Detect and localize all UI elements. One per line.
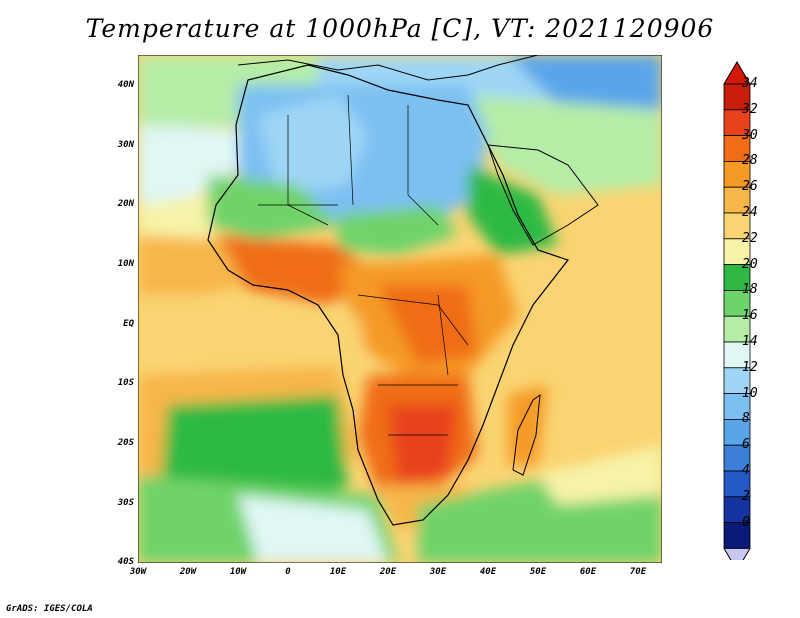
lat-tick-label: EQ	[123, 319, 134, 329]
colorbar	[723, 61, 751, 560]
lon-tick-label: 70E	[629, 567, 647, 577]
colorbar-bottom-arrow	[723, 547, 751, 560]
colorbar-segment	[723, 212, 751, 240]
colorbar-label: 32	[742, 101, 758, 117]
colorbar-segment	[723, 315, 751, 343]
colorbar-label: 8	[742, 411, 750, 427]
colorbar-segment	[723, 161, 751, 188]
colorbar-label: 14	[742, 334, 758, 349]
arabia-coastline	[487, 144, 599, 246]
lat-tick-label: 40S	[117, 557, 134, 567]
lon-tick-label: 50E	[529, 567, 547, 577]
temperature-field	[138, 55, 662, 563]
lat-tick-label: 30N	[117, 140, 134, 150]
lon-tick-label: 60E	[579, 567, 597, 577]
lat-tick-label: 20S	[117, 438, 134, 448]
lat-tick-label: 40N	[117, 80, 134, 90]
lon-tick-label: 10E	[329, 567, 347, 577]
map-title: Temperature at 1000hPa [C], VT: 20211209…	[85, 14, 715, 43]
colorbar-label: 16	[742, 308, 758, 324]
colorbar-label: 10	[742, 385, 758, 401]
colorbar-segment	[723, 109, 751, 136]
lat-tick-label: 10N	[117, 259, 134, 269]
colorbar-label: 24	[742, 205, 758, 220]
colorbar-label: 20	[742, 256, 758, 272]
colorbar-label: 4	[742, 463, 750, 478]
africa-coastline	[207, 64, 569, 526]
lon-tick-label: 10W	[229, 567, 247, 577]
lon-tick-label: 30E	[429, 567, 447, 577]
lat-tick-label: 20N	[117, 199, 134, 209]
colorbar-label: 0	[742, 514, 750, 530]
colorbar-label: 34	[742, 76, 758, 91]
madagascar-coastline	[512, 393, 541, 476]
colorbar-segment	[723, 289, 751, 317]
colorbar-segment	[723, 496, 751, 523]
colorbar-label: 28	[742, 153, 758, 169]
lon-tick-label: 20E	[379, 567, 397, 577]
europe-coastline	[237, 55, 539, 81]
country-borders	[258, 94, 469, 436]
colorbar-label: 26	[742, 179, 758, 195]
map-canvas	[137, 54, 663, 564]
lon-tick-label: 40E	[479, 567, 497, 577]
lon-tick-label: 0	[285, 567, 291, 577]
colorbar-label: 6	[742, 437, 750, 453]
colorbar-segment	[723, 444, 751, 472]
lon-tick-label: 30W	[129, 567, 147, 577]
colorbar-label: 2	[742, 488, 750, 504]
colorbar-label: 30	[742, 127, 758, 143]
colorbar-segment	[723, 470, 751, 498]
colorbar-label: 12	[742, 359, 758, 375]
credit-text: GrADS: IGES/COLA	[6, 604, 93, 614]
lat-tick-label: 30S	[117, 498, 134, 508]
lat-tick-label: 10S	[117, 378, 134, 388]
colorbar-segment	[723, 264, 751, 291]
lon-tick-label: 20W	[179, 567, 197, 577]
colorbar-segment	[723, 135, 751, 162]
colorbar-segment	[723, 367, 751, 394]
colorbar-label: 18	[742, 282, 758, 298]
colorbar-segment	[723, 186, 751, 214]
colorbar-segment	[723, 393, 751, 420]
temperature-map	[137, 54, 663, 564]
colorbar-label: 22	[742, 230, 758, 246]
colorbar-segment	[723, 238, 751, 266]
